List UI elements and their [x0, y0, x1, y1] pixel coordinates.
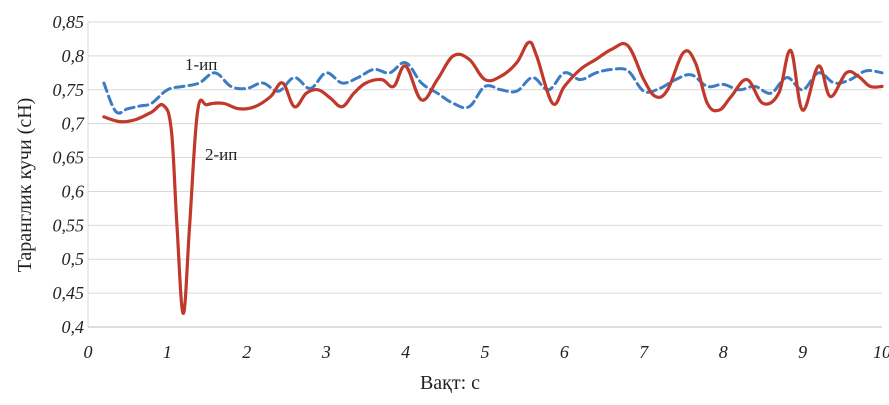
y-tick-label: 0,85 [53, 12, 85, 32]
x-tick-label: 0 [84, 342, 93, 362]
x-tick-label: 6 [560, 342, 569, 362]
y-tick-label: 0,6 [62, 181, 85, 201]
x-tick-label: 9 [798, 342, 807, 362]
y-tick-label: 0,7 [62, 114, 86, 134]
x-tick-label: 7 [639, 342, 649, 362]
x-tick-label: 2 [242, 342, 251, 362]
x-tick-label: 4 [401, 342, 410, 362]
y-axis-title: Таранглик кучи (сН) [14, 98, 36, 273]
y-tick-label: 0,4 [62, 317, 85, 337]
series-label-2: 2-ип [205, 145, 237, 164]
y-tick-label: 0,75 [53, 80, 85, 100]
x-tick-label: 3 [321, 342, 331, 362]
x-tick-label: 5 [481, 342, 490, 362]
x-tick-label: 8 [719, 342, 728, 362]
y-tick-label: 0,8 [62, 46, 85, 66]
y-tick-label: 0,5 [62, 249, 85, 269]
axis-layer: 0,4 0,45 0,5 0,55 0,6 0,65 0,7 0,75 0,8 0,85 0 1 2 3 4… [53, 12, 889, 362]
x-tick-label: 1 [163, 342, 172, 362]
y-tick-label: 0,45 [53, 283, 85, 303]
series-layer [104, 42, 882, 313]
x-axis-title: Вақт: с [420, 372, 480, 394]
y-tick-label: 0,55 [53, 215, 85, 235]
series-line-2 [104, 42, 882, 313]
series-label-1: 1-ип [185, 55, 217, 74]
y-tick-label: 0,65 [53, 148, 85, 168]
x-tick-label: 10 [873, 342, 889, 362]
